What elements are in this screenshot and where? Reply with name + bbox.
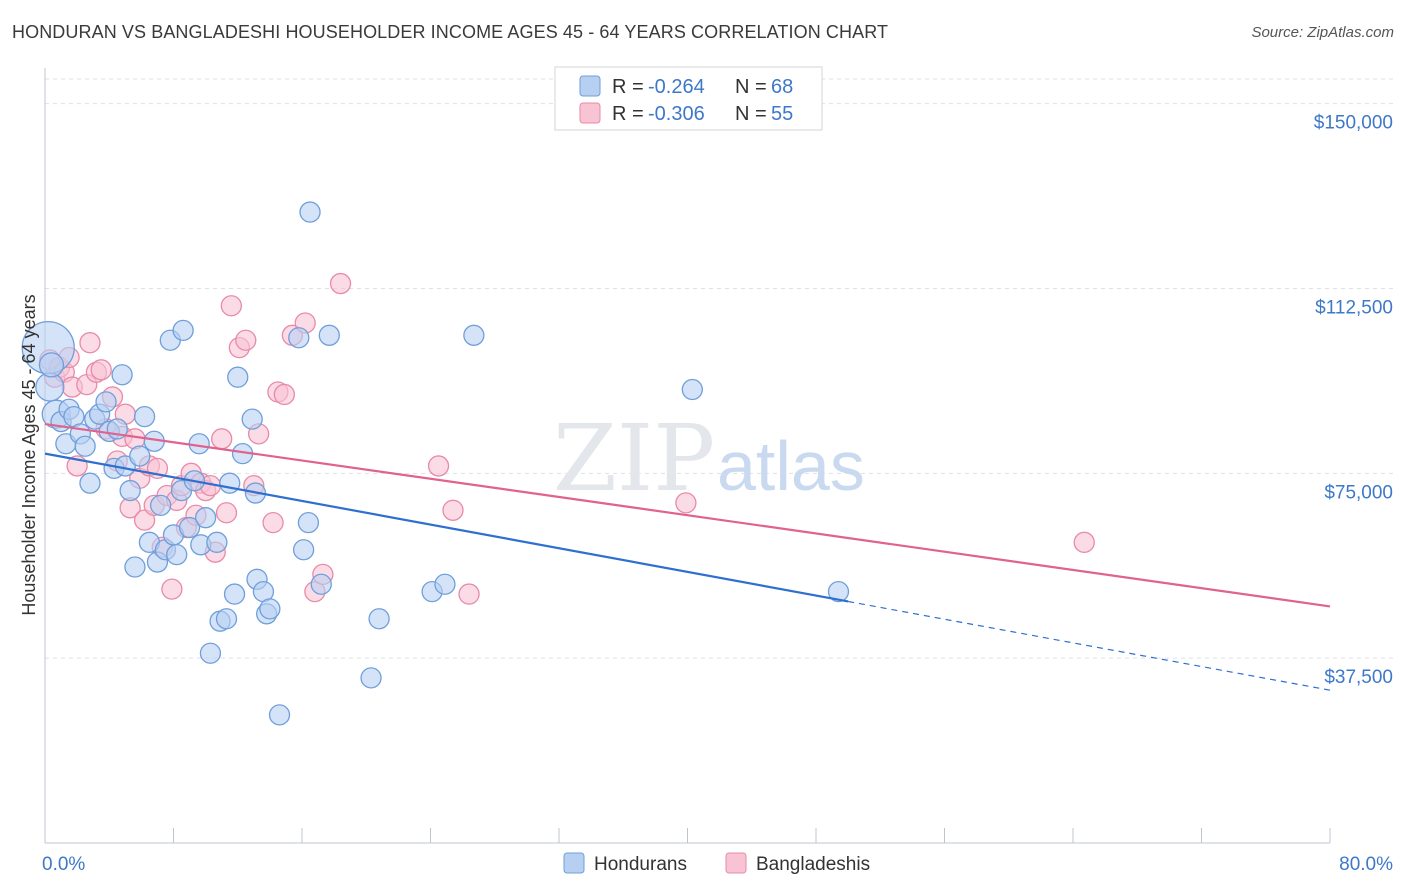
chart-title: HONDURAN VS BANGLADESHI HOUSEHOLDER INCO… — [12, 22, 889, 42]
data-points — [21, 201, 1095, 726]
honduran-point — [129, 445, 151, 467]
y-tick-label: $112,500 — [1315, 297, 1393, 318]
honduran-point — [194, 507, 217, 529]
honduran-point — [95, 391, 117, 413]
legend-n-value: 68 — [771, 76, 793, 98]
bangladeshi-point — [1073, 531, 1095, 553]
honduran-point — [463, 324, 485, 346]
source-label: Source: ZipAtlas.com — [1251, 24, 1394, 41]
honduran-point — [119, 479, 141, 502]
honduran-point — [288, 327, 310, 349]
legend-label-bangladeshis: Bangladeshis — [756, 854, 870, 875]
bangladeshi-point — [675, 492, 697, 514]
legend-r-label: R = — [612, 76, 644, 98]
legend-swatch-bangladeshis — [579, 102, 601, 124]
series-legend: Hondurans Bangladeshis — [563, 852, 870, 875]
honduran-point — [219, 472, 241, 494]
bangladeshi-point — [133, 509, 156, 531]
y-tick-labels: $37,500 $75,000 $112,500 $150,000 — [1314, 113, 1393, 689]
honduran-point — [299, 201, 321, 223]
watermark: ZIP atlas — [553, 405, 865, 512]
legend-swatch-hondurans — [579, 75, 601, 97]
legend-r-label: R = — [612, 103, 644, 125]
bangladeshi-point — [220, 295, 242, 317]
honduran-point — [434, 573, 456, 595]
correlation-legend: R = -0.264 N = 68 R = -0.306 N = 55 — [554, 66, 823, 131]
honduran-point — [111, 364, 133, 386]
bangladeshi-point — [211, 428, 233, 450]
legend-n-label: N = — [735, 103, 767, 125]
honduran-point — [268, 704, 291, 726]
x-tick-label: 80.0% — [1339, 854, 1393, 875]
honduran-point — [827, 580, 850, 603]
honduran-point — [166, 544, 188, 566]
bangladeshi-trend-line — [44, 422, 1331, 608]
honduran-point — [227, 366, 249, 388]
honduran-point — [199, 642, 222, 664]
honduran-point — [188, 433, 210, 455]
honduran-point — [38, 352, 65, 378]
honduran-point — [74, 435, 96, 457]
y-tick-label: $37,500 — [1324, 667, 1393, 688]
bangladeshi-point — [262, 511, 284, 534]
bangladeshi-point — [329, 272, 352, 295]
honduran-trend-line — [44, 452, 849, 603]
legend-n-value: 55 — [771, 103, 793, 125]
legend-n-label: N = — [735, 76, 767, 98]
y-axis-title: Householder Income Ages 45 - 64 years — [19, 294, 39, 615]
bangladeshi-point — [427, 455, 450, 477]
honduran-point — [292, 539, 315, 561]
grid-lines — [45, 78, 1395, 659]
watermark-atlas: atlas — [717, 427, 865, 505]
legend-swatch-bangladeshis — [725, 852, 747, 874]
honduran-point — [297, 511, 320, 534]
axes — [44, 68, 1331, 844]
honduran-point — [172, 319, 194, 342]
honduran-point — [360, 667, 382, 689]
honduran-point — [133, 405, 156, 428]
legend-r-value: -0.306 — [648, 103, 705, 125]
bangladeshi-point — [235, 329, 257, 351]
honduran-point — [259, 598, 281, 620]
bangladeshi-point — [161, 578, 183, 600]
y-tick-label: $150,000 — [1314, 113, 1393, 134]
honduran-point — [223, 583, 246, 605]
x-tick-labels: 0.0% 80.0% — [42, 854, 1393, 875]
legend-swatch-hondurans — [563, 852, 585, 874]
bangladeshi-point — [215, 502, 238, 524]
honduran-point — [124, 556, 146, 578]
x-tick-label: 0.0% — [42, 854, 85, 875]
honduran-point — [206, 531, 228, 553]
honduran-point — [310, 573, 332, 595]
honduran-point — [149, 494, 172, 517]
bangladeshi-point — [442, 499, 464, 521]
honduran-point — [318, 324, 340, 346]
legend-r-value: -0.264 — [648, 76, 705, 98]
bangladeshi-point — [458, 583, 480, 605]
bangladeshi-point — [273, 383, 295, 406]
bangladeshi-point — [79, 332, 101, 354]
honduran-point — [681, 378, 703, 401]
bangladeshi-point — [90, 359, 112, 381]
y-tick-label: $75,000 — [1324, 482, 1393, 503]
honduran-point — [368, 608, 390, 630]
honduran-point — [241, 408, 263, 430]
honduran-point — [79, 472, 101, 494]
trend-lines — [44, 422, 1331, 691]
honduran-point — [215, 608, 238, 630]
legend-label-hondurans: Hondurans — [594, 854, 687, 875]
honduran-point — [178, 516, 201, 539]
honduran-trend-extension — [848, 600, 1331, 691]
